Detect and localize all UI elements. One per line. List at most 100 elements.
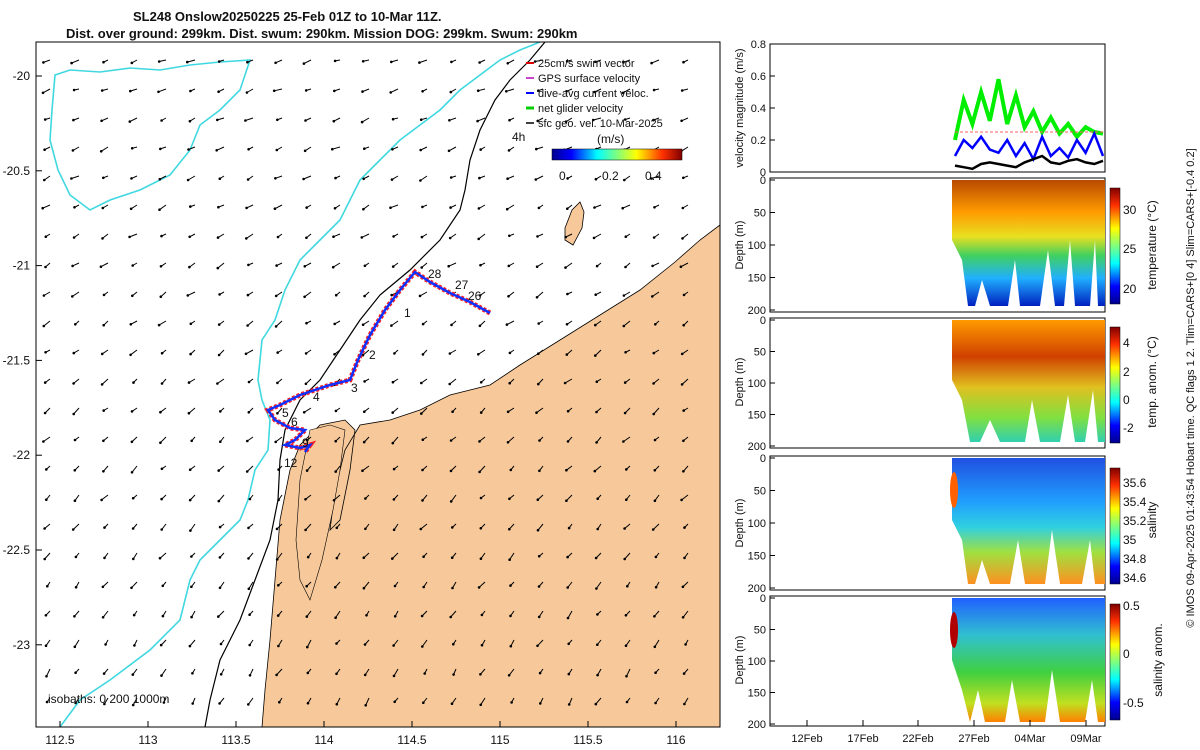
depth-tick-label: 200 — [748, 441, 766, 453]
velocity-arrow-head — [278, 700, 281, 704]
sal-cbar-label: salinity — [1145, 502, 1159, 539]
velocity-arrow-head — [596, 527, 599, 531]
map-lat-axis: -20 -20.5 -21 -21.5 -22 -22.5 -23 — [3, 69, 42, 652]
velocity-arrow-head — [73, 645, 77, 649]
velocity-arrow-head — [70, 61, 73, 65]
velocity-arrow — [478, 349, 486, 355]
velocity-arrow-head — [682, 60, 685, 64]
velocity-arrow-head — [103, 702, 106, 706]
velocity-arrow-head — [276, 381, 279, 385]
salanom-cbar-tick-0: 0.5 — [1123, 599, 1140, 613]
velocity-arrow — [361, 117, 370, 123]
velocity-arrow-head — [335, 702, 339, 706]
velocity-arrow-head — [537, 206, 541, 210]
velocity-arrow — [274, 88, 283, 92]
velocity-arrow — [245, 349, 254, 355]
velocity-arrow — [651, 59, 660, 64]
velocity-arrow-head — [334, 439, 338, 443]
velocity-arrow — [100, 146, 109, 152]
velocity-arrow-head — [334, 293, 338, 297]
velocity-arrow-head — [479, 527, 483, 530]
velocity-arrow-head — [477, 207, 481, 210]
velocity-arrow — [362, 349, 370, 356]
velocity-arrow-head — [535, 411, 538, 415]
velocity-arrow-head — [478, 324, 482, 328]
velocity-arrow-head — [682, 439, 685, 443]
velocity-arrow-head — [74, 585, 78, 589]
velocity-arrow-head — [73, 615, 76, 618]
velocity-arrow — [247, 697, 254, 705]
velocity-arrow-head — [129, 207, 133, 211]
velocity-arrow-head — [565, 353, 569, 356]
velocity-arrow-head — [191, 672, 194, 675]
velocity-arrow-head — [158, 556, 162, 560]
velocity-arrow-head — [103, 526, 106, 529]
sal-ylabel: Depth (m) — [734, 499, 746, 548]
salinity-anomaly-surface-peak — [950, 612, 958, 648]
velocity-arrow-head — [219, 642, 223, 646]
velocity-arrow-head — [277, 584, 280, 587]
velocity-arrow-head — [508, 558, 511, 561]
velocity-arrow-head — [507, 295, 510, 298]
velocity-arrow-head — [448, 236, 452, 240]
velocity-arrow-head — [654, 671, 657, 674]
velocity-arrow-head — [362, 586, 366, 590]
velocity-arrow-head — [508, 527, 511, 531]
velocity-arrow-head — [45, 674, 48, 678]
velocity-arrow-head — [537, 89, 540, 92]
depth-tick-label: 200 — [748, 305, 766, 317]
velocity-arrow-head — [478, 470, 481, 474]
velocity-arrow-head — [102, 409, 105, 412]
velocity-arrow — [478, 581, 486, 588]
velocity-arrow — [187, 175, 196, 181]
velocity-arrow-head — [479, 148, 483, 151]
velocity-arrow-head — [508, 118, 511, 122]
velocity-arrow-head — [680, 119, 683, 123]
velocity-arrow-head — [625, 468, 628, 471]
velocity-arrow-head — [102, 60, 105, 64]
velocity-arrow-head — [159, 265, 163, 268]
depth-tick-label: 100 — [748, 518, 766, 530]
velocity-arrow-head — [129, 323, 133, 326]
velocity-arrow — [73, 407, 80, 415]
velocity-arrow-head — [42, 61, 45, 64]
velocity-arrow — [682, 610, 689, 618]
depth-tick-label: 50 — [754, 625, 766, 637]
velocity-arrow-head — [247, 380, 251, 384]
velocity-arrow-head — [335, 672, 338, 676]
velocity-arrow-head — [623, 557, 626, 561]
velocity-arrow-head — [362, 207, 365, 211]
velocity-arrow-head — [509, 614, 512, 618]
velocity-arrow-head — [72, 382, 75, 385]
velocity-arrow — [218, 494, 225, 502]
velocity-arrow-head — [480, 613, 484, 617]
velocity-arrow-head — [596, 497, 599, 501]
velocity-arrow — [536, 407, 544, 414]
velocity-arrow-head — [161, 614, 165, 618]
velocity-arrow-head — [652, 351, 656, 355]
velocity-arrow-head — [621, 206, 624, 210]
velocity-arrow-head — [44, 235, 48, 238]
velocity-arrow-head — [101, 206, 105, 210]
velocity-arrow — [420, 407, 428, 414]
velocity-arrow-head — [277, 644, 280, 648]
velocity-arrow-head — [682, 293, 686, 297]
glider-track — [264, 268, 492, 454]
velocity-arrow-head — [130, 177, 133, 180]
velocity-arrow-head — [595, 410, 598, 414]
velocity-arrow — [507, 436, 515, 443]
velocity-arrow-head — [99, 150, 103, 153]
velocity-arrow-head — [680, 352, 684, 356]
velocity-arrow-head — [130, 471, 134, 474]
velocity-arrow-head — [448, 119, 451, 122]
velocity-arrow-head — [130, 586, 133, 590]
velocity-arrow-head — [392, 235, 395, 238]
velocity-arrow-head — [334, 176, 337, 180]
velocity-arrow-head — [683, 526, 686, 529]
velocity-arrow-head — [43, 178, 46, 182]
velocity-arrow-head — [505, 207, 509, 211]
isobath-200m — [204, 42, 546, 727]
velocity-arrow — [101, 378, 109, 385]
velocity-arrow-head — [592, 118, 595, 122]
